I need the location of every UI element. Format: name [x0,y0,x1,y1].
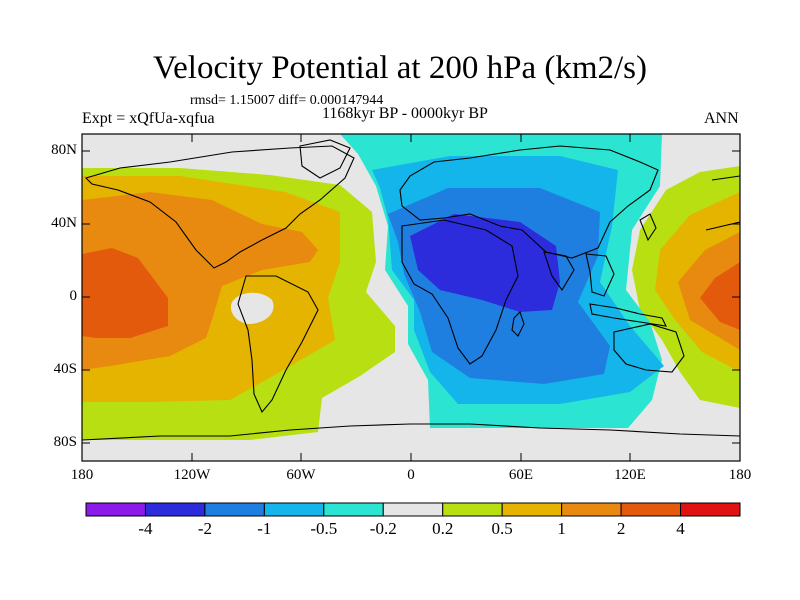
coast-india [543,251,575,292]
colorbar-box-2 [204,502,265,517]
lon-label-60e: 60E [508,467,534,483]
coast-north-america [84,145,355,269]
colorbar-label-7: 1 [557,519,566,538]
colorbar-label-1: -2 [197,519,212,538]
colorbar-box-7 [501,502,563,517]
season-label: ANN [704,110,739,127]
experiment-label: Expt = xQfUa-xqfua [82,110,215,127]
contour-field [82,134,740,461]
period-label: 1168kyr BP - 0000kyr BP [322,105,488,122]
colorbar-label-9: 4 [676,519,685,538]
lat-label-80N: 80N [51,142,77,158]
colorbar-box-9 [620,502,682,517]
colorbar [85,502,741,517]
colorbar-label-6: 0.5 [491,519,513,538]
coast-antarctica [82,423,740,441]
coastlines [82,139,740,441]
coast-africa [401,219,519,365]
contour-east-2 [700,262,740,330]
colorbar-label-5: 0.2 [432,519,454,538]
lat-tick-marks [82,150,740,444]
coast-madagascar [511,310,525,337]
colorbar-box-0 [85,502,146,517]
contour-west-2 [82,248,168,338]
lon-label-0: 0 [407,467,415,483]
coast-south-america [237,275,319,414]
lat-label-40N: 40N [51,215,77,231]
colorbar-box-4 [323,502,384,517]
coast-australia [613,323,685,373]
lon-tick-marks [81,134,741,461]
colorbar-label-2: -1 [257,519,272,538]
lon-label-60w: 60W [286,467,316,483]
colorbar-box-1 [144,502,206,517]
colorbar-label-3: -0.5 [310,519,338,538]
stats-line: rmsd= 1.15007 diff= 0.000147944 [190,93,384,108]
colorbar-box-8 [561,502,622,517]
coast-southeast-asia [585,253,615,297]
colorbar-label-4: -0.2 [369,519,397,538]
lon-label-120e: 120E [614,467,646,483]
colorbar-box-6 [442,502,503,517]
contour-neg-2 [410,214,560,312]
coast-japan [639,213,657,242]
colorbar-label-8: 2 [616,519,626,538]
lat-label-80S: 80S [53,434,77,450]
lat-label-0: 0 [69,288,78,304]
lat-label-40S: 40S [53,361,77,377]
lon-label-180w: 180 [70,467,94,483]
colorbar-label-0: -4 [138,519,153,538]
coast-europe [399,145,659,259]
coast-east-america-wrap [705,175,740,231]
lon-label-120w: 120W [173,467,211,483]
colorbar-box-5 [382,502,444,517]
coast-indonesia [589,303,667,327]
lon-label-180e: 180 [728,467,752,483]
chart-title: Velocity Potential at 200 hPa (km2/s) [152,50,648,86]
colorbar-box-10 [680,502,741,517]
colorbar-box-3 [263,502,325,517]
contour-west-neutral-hole [230,292,274,324]
coast-greenland [299,139,351,179]
